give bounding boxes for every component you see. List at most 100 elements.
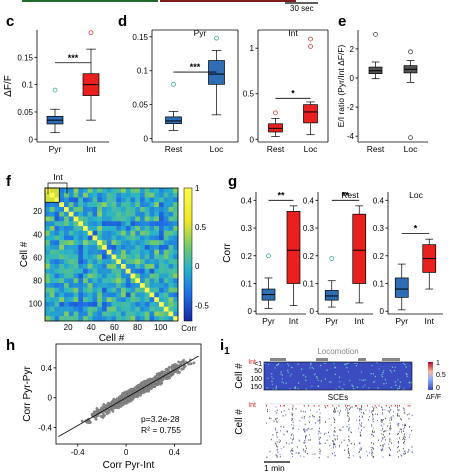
raster-event bbox=[266, 456, 268, 458]
raster-event bbox=[334, 452, 335, 454]
heatmap-cell bbox=[130, 287, 136, 293]
raster-event bbox=[340, 429, 342, 431]
heatmap-cell bbox=[106, 197, 112, 203]
heatmap-cell bbox=[87, 240, 93, 246]
heatmap-cell bbox=[154, 287, 160, 293]
raster-event bbox=[348, 412, 349, 414]
heatmap-cell bbox=[121, 302, 126, 307]
heatmap-cell bbox=[78, 230, 84, 236]
activity-speck bbox=[349, 379, 351, 382]
y-tick-label: 0 bbox=[250, 135, 255, 144]
raster-event bbox=[389, 427, 391, 430]
heatmap-cell bbox=[64, 211, 69, 217]
raster-event bbox=[380, 449, 382, 451]
outlier-point bbox=[308, 36, 313, 42]
activity-speck bbox=[281, 381, 283, 383]
heatmap-cell bbox=[106, 245, 112, 250]
raster-event bbox=[389, 433, 390, 435]
heatmap-cell bbox=[59, 216, 65, 222]
heatmap-cell bbox=[130, 311, 136, 317]
significance-stars: ** bbox=[342, 190, 350, 200]
raster-event bbox=[272, 434, 274, 436]
activity-speck bbox=[305, 376, 307, 378]
raster-event bbox=[309, 409, 311, 411]
heatmap-cell bbox=[59, 249, 65, 255]
raster-event bbox=[372, 414, 374, 416]
activity-speck bbox=[313, 374, 316, 376]
raster-event bbox=[381, 429, 383, 432]
heatmap-cell bbox=[116, 278, 122, 284]
int-raster-event bbox=[283, 405, 285, 407]
heatmap-cell bbox=[144, 283, 150, 288]
raster-event bbox=[303, 417, 305, 420]
heatmap-cell bbox=[59, 245, 65, 250]
heatmap-cell bbox=[111, 235, 117, 241]
raster-colorbar-tick: 0 bbox=[436, 385, 440, 392]
heatmap-cell bbox=[144, 221, 150, 227]
heatmap-cell bbox=[125, 197, 131, 203]
heatmap-cell bbox=[78, 297, 84, 303]
raster-event bbox=[277, 431, 279, 434]
heatmap-cell bbox=[159, 264, 164, 269]
heatmap-cell bbox=[111, 302, 117, 307]
raster-event bbox=[276, 431, 278, 434]
raster-event bbox=[348, 456, 350, 459]
raster-event bbox=[291, 414, 293, 417]
raster-event bbox=[309, 428, 311, 431]
heatmap-cell bbox=[111, 221, 117, 227]
raster-event bbox=[391, 442, 392, 444]
heatmap-cell bbox=[106, 221, 112, 227]
heatmap-cell bbox=[64, 202, 69, 208]
activity-speck bbox=[266, 387, 268, 389]
heatmap-cell bbox=[54, 297, 60, 303]
raster-event bbox=[360, 449, 362, 451]
scatter-point bbox=[167, 373, 171, 377]
raster-event bbox=[320, 436, 321, 439]
int-raster-event bbox=[266, 405, 268, 407]
heatmap-cell bbox=[140, 216, 145, 222]
heatmap-cell bbox=[54, 188, 60, 193]
raster-event bbox=[348, 429, 350, 432]
heatmap-cell bbox=[87, 264, 93, 269]
heatmap-cell bbox=[149, 216, 155, 222]
activity-speck bbox=[316, 375, 318, 378]
int-raster-event bbox=[356, 405, 358, 407]
activity-speck bbox=[346, 367, 348, 369]
x-category-label: Rest bbox=[367, 144, 385, 154]
raster-event bbox=[397, 433, 398, 436]
heatmap-cell bbox=[130, 297, 136, 303]
outlier-point bbox=[214, 35, 219, 41]
activity-speck bbox=[280, 373, 282, 375]
raster-event bbox=[402, 407, 404, 409]
raster-event bbox=[354, 443, 355, 445]
heatmap-cell bbox=[135, 207, 141, 212]
raster-event bbox=[391, 417, 392, 420]
raster-event bbox=[319, 450, 321, 452]
y-tick-label: 0.1 bbox=[22, 81, 34, 90]
raster-event bbox=[401, 431, 402, 433]
heatmap-cell bbox=[125, 273, 131, 279]
raster-event bbox=[380, 444, 382, 447]
heatmap-cell bbox=[154, 207, 160, 212]
activity-speck bbox=[406, 374, 408, 376]
heatmap-cell bbox=[45, 216, 50, 222]
colorbar-tick-label: -0.5 bbox=[195, 301, 209, 310]
heatmap-cell bbox=[163, 259, 169, 265]
heatmap-cell bbox=[78, 283, 84, 288]
heatmap-cell bbox=[140, 211, 145, 217]
raster-event bbox=[361, 408, 362, 411]
heatmap-cell bbox=[163, 216, 169, 222]
locomotion-label: Locomotion bbox=[317, 347, 358, 356]
heatmap-cell bbox=[154, 216, 160, 222]
raster-event bbox=[372, 410, 374, 412]
heatmap-cell bbox=[130, 240, 136, 246]
y-tick-label: 0.4 bbox=[41, 364, 53, 373]
activity-speck bbox=[287, 369, 289, 372]
raster-event bbox=[292, 453, 293, 456]
heatmap-cell bbox=[97, 264, 103, 269]
heatmap-cell bbox=[87, 278, 93, 284]
heatmap-cell bbox=[73, 259, 79, 265]
raster-event bbox=[381, 406, 382, 408]
heatmap-cell bbox=[130, 192, 136, 198]
raster-event bbox=[288, 408, 290, 411]
